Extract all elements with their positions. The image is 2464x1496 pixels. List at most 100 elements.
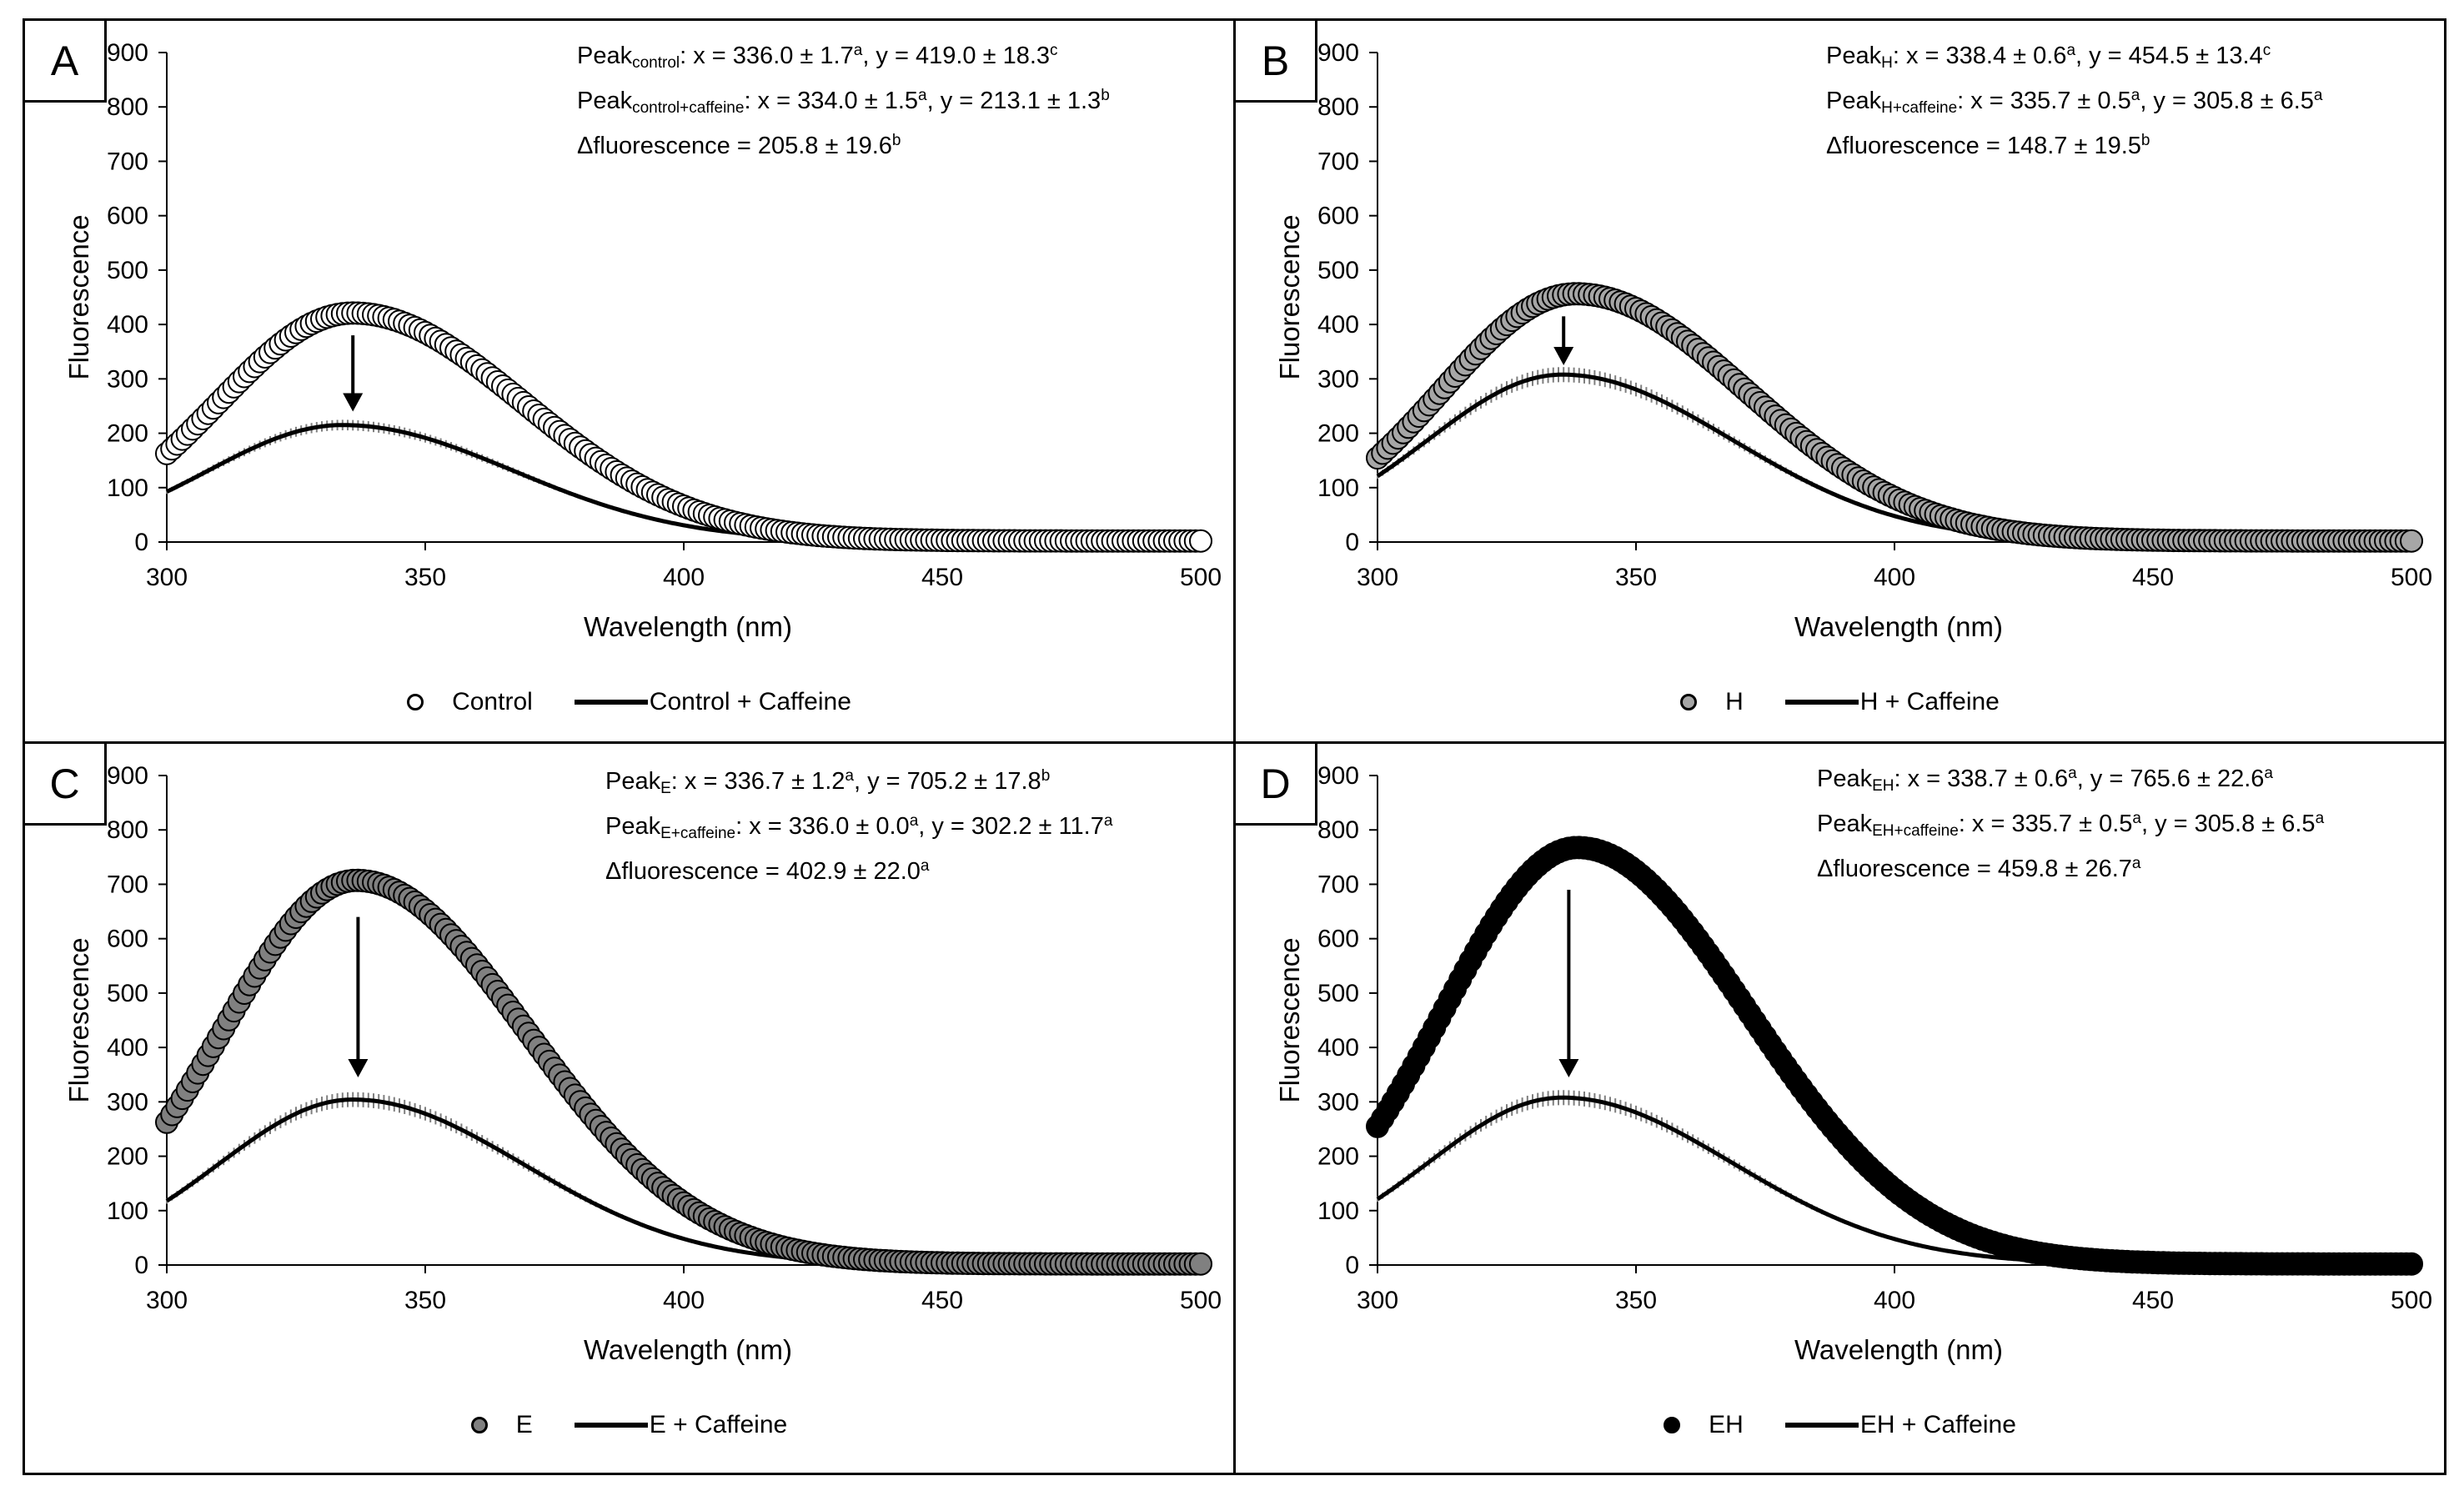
marker-series xyxy=(1366,836,2423,1276)
y-tick-label: 0 xyxy=(134,1252,148,1279)
legend-label-line: E + Caffeine xyxy=(649,1411,788,1438)
legend-marker-icon xyxy=(1664,1417,1681,1433)
legend-line-icon xyxy=(574,700,648,705)
marker-series xyxy=(1366,282,2423,553)
y-tick-label: 300 xyxy=(1317,365,1359,393)
x-tick-label: 400 xyxy=(1874,1287,1915,1314)
annotation-line: Δfluorescence = 459.8 ± 26.7a xyxy=(1817,855,2141,882)
x-tick-label: 350 xyxy=(404,564,446,591)
x-tick-label: 450 xyxy=(921,1287,963,1314)
x-tick-label: 300 xyxy=(146,1287,188,1314)
y-tick-label: 800 xyxy=(107,816,148,844)
legend-line-icon xyxy=(1784,700,1859,705)
x-tick-label: 400 xyxy=(1874,564,1915,591)
caffeine-series-line xyxy=(165,423,1201,544)
y-tick-label: 100 xyxy=(107,1197,148,1225)
y-tick-label: 100 xyxy=(1317,474,1359,502)
legend-marker-icon xyxy=(1680,694,1698,710)
y-tick-label: 200 xyxy=(107,1143,148,1171)
legend-a: Control Control + Caffeine xyxy=(25,688,1233,716)
plot-d: 0 100 200 300 400 500 600 700 800 900 300 350 400 450… xyxy=(1274,762,2432,1365)
data-point xyxy=(2400,529,2423,553)
x-axis-title: Wavelength (nm) xyxy=(1794,1334,2003,1365)
legend-d: EH EH + Caffeine xyxy=(1236,1411,2444,1439)
plot-b: 0 100 200 300 400 500 600 700 800 900 300 350 400 450… xyxy=(1274,39,2432,642)
annotation-line: Δfluorescence = 148.7 ± 19.5b xyxy=(1826,132,2150,159)
x-tick-label: 500 xyxy=(2391,1287,2432,1314)
legend-marker-icon xyxy=(470,1417,488,1433)
annotation-line: PeakEH: x = 338.7 ± 0.6a, y = 765.6 ± 22… xyxy=(1817,765,2273,795)
legend-label-line: H + Caffeine xyxy=(1859,688,2000,715)
annotation-block-a: Peakcontrol: x = 336.0 ± 1.7a, y = 419.0… xyxy=(577,34,1110,169)
y-tick-label: 0 xyxy=(1345,1252,1359,1279)
annotation-line: Δfluorescence = 205.8 ± 19.6b xyxy=(577,132,901,159)
x-tick-label: 400 xyxy=(663,564,705,591)
x-tick-label: 350 xyxy=(1615,1287,1657,1314)
arrow-head xyxy=(1553,347,1574,366)
y-tick-label: 500 xyxy=(1317,980,1359,1007)
y-tick-label: 900 xyxy=(107,39,148,67)
y-tick-label: 700 xyxy=(1317,148,1359,175)
x-axis-title: Wavelength (nm) xyxy=(1794,611,2003,642)
annotation-block-b: PeakH: x = 338.4 ± 0.6a, y = 454.5 ± 13.… xyxy=(1826,34,2322,169)
arrow-head xyxy=(348,1058,369,1077)
panel-b: 0 100 200 300 400 500 600 700 800 900 300 350 400 450… xyxy=(1233,18,2446,744)
y-tick-label: 0 xyxy=(1345,529,1359,556)
x-axis-title: Wavelength (nm) xyxy=(584,611,792,642)
x-tick-label: 450 xyxy=(2132,564,2174,591)
y-tick-label: 900 xyxy=(1317,39,1359,67)
y-tick-label: 600 xyxy=(1317,203,1359,230)
panel-label-b: B xyxy=(1236,21,1317,103)
x-axis-title: Wavelength (nm) xyxy=(584,1334,792,1365)
x-tick-label: 350 xyxy=(1615,564,1657,591)
data-point xyxy=(2400,1252,2423,1276)
y-tick-label: 400 xyxy=(107,1034,148,1062)
x-tick-label: 450 xyxy=(2132,1287,2174,1314)
legend-label-line: Control + Caffeine xyxy=(649,688,851,715)
legend-label-line: EH + Caffeine xyxy=(1859,1411,2016,1438)
caffeine-series-line xyxy=(1376,372,2411,544)
y-axis-title: Fluorescence xyxy=(1274,937,1305,1102)
annotation-line: Peakcontrol+caffeine: x = 334.0 ± 1.5a, … xyxy=(577,87,1110,117)
plot-a: 0 100 200 300 400 500 600 700 800 900 300 350 400 450… xyxy=(63,39,1222,642)
y-tick-label: 400 xyxy=(1317,1034,1359,1062)
x-tick-label: 300 xyxy=(1357,1287,1398,1314)
arrow-head xyxy=(1558,1058,1579,1077)
y-tick-label: 700 xyxy=(107,148,148,175)
annotation-line: PeakEH+caffeine: x = 335.7 ± 0.5a, y = 3… xyxy=(1817,810,2325,840)
annotation-line: Peakcontrol: x = 336.0 ± 1.7a, y = 419.0… xyxy=(577,42,1058,72)
y-tick-label: 0 xyxy=(134,529,148,556)
y-tick-label: 600 xyxy=(1317,926,1359,953)
y-tick-label: 400 xyxy=(107,311,148,339)
y-tick-label: 200 xyxy=(1317,1143,1359,1171)
annotation-line: PeakE: x = 336.7 ± 1.2a, y = 705.2 ± 17.… xyxy=(605,767,1051,797)
legend-b: H H + Caffeine xyxy=(1236,688,2444,716)
panel-label-d: D xyxy=(1236,744,1317,826)
y-tick-label: 200 xyxy=(107,420,148,448)
data-point xyxy=(1189,529,1212,553)
x-tick-label: 300 xyxy=(146,564,188,591)
data-point xyxy=(1189,1252,1212,1276)
y-axis-title: Fluorescence xyxy=(1274,214,1305,379)
panel-d: 0 100 200 300 400 500 600 700 800 900 300 350 400 450… xyxy=(1233,741,2446,1475)
legend-label-markers: H xyxy=(1725,688,1744,715)
marker-series xyxy=(155,868,1212,1276)
panel-label-a: A xyxy=(25,21,107,103)
y-axis-title: Fluorescence xyxy=(63,214,94,379)
panel-label-c: C xyxy=(25,744,107,826)
y-tick-label: 600 xyxy=(107,203,148,230)
marker-series xyxy=(155,301,1212,553)
y-tick-label: 800 xyxy=(107,93,148,121)
caffeine-series-line xyxy=(165,1097,1201,1267)
x-tick-label: 500 xyxy=(2391,564,2432,591)
legend-label-markers: EH xyxy=(1709,1411,1744,1438)
y-tick-label: 400 xyxy=(1317,311,1359,339)
y-tick-label: 800 xyxy=(1317,816,1359,844)
legend-label-markers: E xyxy=(515,1411,533,1438)
legend-c: E E + Caffeine xyxy=(25,1411,1233,1439)
x-tick-label: 400 xyxy=(663,1287,705,1314)
x-tick-label: 350 xyxy=(404,1287,446,1314)
y-tick-label: 100 xyxy=(1317,1197,1359,1225)
y-tick-label: 800 xyxy=(1317,93,1359,121)
